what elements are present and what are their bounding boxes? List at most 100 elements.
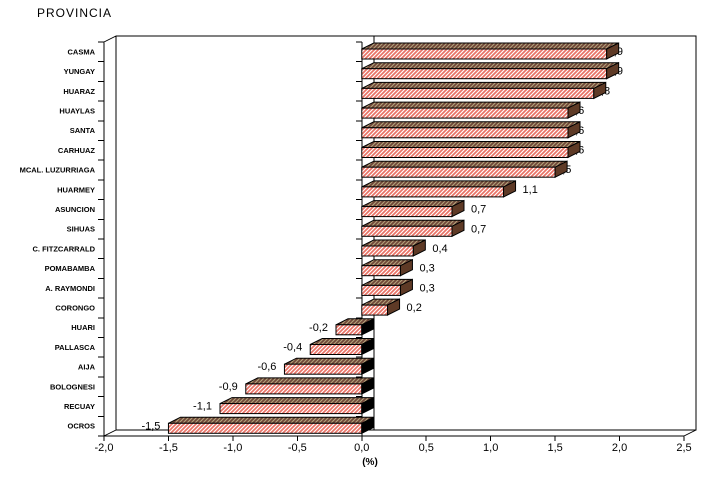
bar bbox=[335, 324, 363, 336]
bar-end-cap bbox=[399, 258, 413, 277]
bar-end-cap bbox=[361, 416, 375, 435]
corner-top-left bbox=[103, 35, 117, 43]
bar-top-face bbox=[361, 160, 568, 168]
x-tick-label: 0,5 bbox=[419, 442, 434, 454]
value-label: -0,2 bbox=[309, 322, 328, 334]
x-tick-label: 0,0 bbox=[354, 442, 369, 454]
bar-end-cap bbox=[361, 337, 375, 356]
bar bbox=[361, 225, 453, 237]
corner-bottom-left bbox=[103, 429, 117, 437]
category-label: C. FITZCARRALD bbox=[33, 244, 96, 253]
bar bbox=[167, 422, 363, 434]
bar bbox=[309, 344, 363, 355]
x-tick-label: 1,0 bbox=[483, 442, 498, 454]
bar-end-cap bbox=[567, 140, 581, 159]
value-label: 1,1 bbox=[523, 184, 538, 196]
category-label: ASUNCION bbox=[55, 205, 95, 214]
category-label: CORONGO bbox=[55, 303, 95, 312]
bar-end-cap bbox=[593, 81, 607, 100]
bar-end-cap bbox=[361, 377, 375, 395]
bar-end-cap bbox=[567, 120, 581, 139]
bar bbox=[361, 147, 569, 158]
bar-top-face bbox=[284, 357, 375, 365]
x-tick-label: -1,5 bbox=[159, 442, 178, 454]
bar-end-cap bbox=[361, 357, 375, 376]
category-label: SIHUAS bbox=[67, 225, 95, 234]
bar-end-cap bbox=[412, 239, 426, 257]
bar-end-cap bbox=[361, 317, 375, 336]
bar-end-cap bbox=[554, 160, 568, 179]
bar bbox=[245, 383, 363, 395]
bar-end-cap bbox=[606, 42, 620, 60]
category-label: HUAYLAS bbox=[59, 106, 95, 115]
category-label: HUARAZ bbox=[63, 87, 95, 96]
category-label: A. RAYMONDI bbox=[45, 284, 95, 293]
x-tick-label: -2,0 bbox=[95, 442, 114, 454]
bar-end-cap bbox=[451, 219, 465, 238]
bar-top-face bbox=[361, 81, 607, 89]
bar bbox=[361, 48, 608, 60]
bar bbox=[219, 403, 363, 415]
bar-end-cap bbox=[399, 278, 413, 297]
category-label: YUNGAY bbox=[64, 67, 95, 76]
chart-title: PROVINCIA bbox=[37, 6, 113, 20]
bar-top-face bbox=[361, 101, 581, 109]
x-tick-label: 2,5 bbox=[676, 442, 691, 454]
bar-top-face bbox=[219, 397, 375, 405]
value-label: 0,3 bbox=[419, 282, 434, 294]
value-label: 0,7 bbox=[471, 223, 486, 235]
value-label: 0,2 bbox=[407, 302, 422, 314]
bar-top-face bbox=[168, 416, 375, 424]
bar-end-cap bbox=[503, 180, 517, 198]
x-tick-label: 1,5 bbox=[547, 442, 562, 454]
bar-top-face bbox=[361, 141, 581, 148]
category-label: PALLASCA bbox=[55, 343, 96, 352]
value-label: -1,5 bbox=[141, 420, 160, 432]
category-label: CARHUAZ bbox=[58, 146, 95, 155]
category-label: HUARMEY bbox=[57, 185, 95, 194]
category-label: OCROS bbox=[67, 422, 95, 431]
category-label: CASMA bbox=[68, 47, 96, 56]
category-label: POMABAMBA bbox=[45, 264, 96, 273]
value-label: -0,9 bbox=[219, 381, 238, 393]
value-label: -1,1 bbox=[193, 401, 212, 413]
category-label: RECUAY bbox=[64, 402, 95, 411]
bar-end-cap bbox=[606, 61, 620, 80]
bar bbox=[361, 87, 595, 99]
bar-end-cap bbox=[451, 199, 465, 218]
bar bbox=[361, 68, 608, 80]
bar bbox=[361, 304, 389, 316]
bar bbox=[361, 186, 505, 198]
category-label: MCAL. LUZURRIAGA bbox=[20, 166, 96, 175]
bar-top-face bbox=[361, 121, 581, 129]
bar bbox=[361, 265, 401, 277]
bar bbox=[361, 107, 569, 119]
value-label: 0,3 bbox=[419, 263, 434, 275]
value-label: 0,7 bbox=[471, 204, 486, 216]
bar-top-face bbox=[245, 377, 375, 385]
bar-top-face bbox=[361, 180, 516, 188]
x-tick-label: -0,5 bbox=[288, 442, 307, 454]
bar bbox=[361, 166, 556, 178]
bar-top-face bbox=[361, 62, 619, 70]
category-label: SANTA bbox=[70, 126, 96, 135]
bar-end-cap bbox=[387, 298, 401, 316]
category-label: HUARI bbox=[71, 323, 95, 332]
bar-end-cap bbox=[361, 396, 375, 415]
bar bbox=[283, 363, 363, 375]
x-tick-label: 2,0 bbox=[612, 442, 627, 454]
bar bbox=[361, 284, 401, 296]
bar bbox=[361, 206, 453, 218]
x-tick-label: -1,0 bbox=[223, 442, 242, 454]
bar-top-face bbox=[361, 42, 619, 50]
corner-bottom-right bbox=[683, 429, 697, 437]
x-axis-title: (%) bbox=[362, 457, 378, 468]
value-label: 0,4 bbox=[432, 243, 447, 255]
bar bbox=[361, 127, 569, 139]
category-label: BOLOGNESI bbox=[50, 382, 95, 391]
bar-top-face bbox=[361, 200, 465, 208]
bar bbox=[361, 245, 414, 257]
value-label: -0,6 bbox=[257, 361, 276, 373]
